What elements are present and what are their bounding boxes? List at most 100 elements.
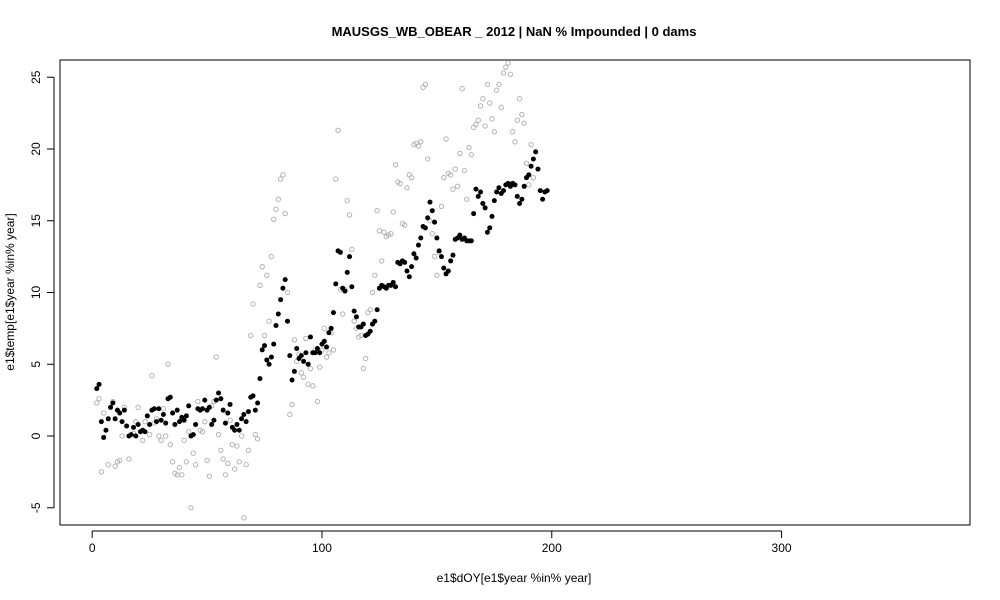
open-point: [142, 418, 148, 425]
filled-point: [181, 417, 187, 423]
open-point: [179, 472, 185, 478]
filled-point: [220, 407, 226, 413]
open-point: [507, 71, 514, 78]
open-point: [271, 216, 277, 223]
filled-point: [280, 285, 286, 291]
filled-point: [144, 413, 150, 419]
open-point: [202, 418, 208, 425]
filled-point: [471, 211, 477, 217]
open-point: [523, 160, 530, 167]
open-point: [185, 429, 192, 435]
y-tick-label: 5: [29, 361, 43, 368]
open-point: [381, 229, 387, 235]
open-point: [441, 174, 447, 181]
filled-point: [530, 156, 536, 162]
open-point: [333, 176, 339, 182]
open-point: [335, 127, 341, 134]
open-point: [169, 459, 176, 465]
filled-point: [225, 410, 231, 416]
open-point: [307, 365, 314, 372]
filled-point: [321, 338, 327, 344]
filled-point: [418, 235, 424, 241]
filled-point: [250, 393, 256, 399]
filled-point: [156, 406, 162, 412]
filled-point: [441, 265, 447, 271]
open-point: [227, 417, 233, 423]
filled-point: [96, 381, 102, 387]
open-point: [482, 123, 488, 129]
filled-point: [301, 358, 307, 364]
open-point: [287, 411, 293, 418]
open-point: [94, 400, 100, 406]
open-point: [344, 197, 350, 204]
filled-point: [517, 201, 523, 207]
filled-point: [528, 163, 534, 169]
open-point: [156, 433, 162, 439]
open-point: [241, 515, 247, 521]
open-point: [252, 431, 259, 438]
filled-point: [289, 377, 295, 383]
filled-point: [514, 193, 520, 199]
filled-point: [222, 420, 228, 426]
open-point: [516, 96, 523, 102]
filled-point: [174, 407, 180, 413]
open-point: [96, 396, 102, 402]
filled-point: [367, 328, 373, 334]
filled-point: [119, 419, 125, 425]
filled-point: [491, 198, 497, 204]
filled-point: [112, 416, 118, 422]
open-point: [314, 398, 321, 405]
open-point: [461, 167, 468, 174]
open-point: [234, 443, 240, 449]
filled-point: [255, 400, 261, 406]
open-point: [514, 117, 520, 123]
open-point: [493, 87, 500, 93]
filled-point: [282, 277, 288, 283]
filled-point: [94, 386, 100, 392]
open-point: [422, 81, 429, 88]
y-tick-label: 10: [29, 286, 43, 300]
filled-point: [374, 307, 380, 313]
filled-point: [121, 407, 127, 413]
open-point: [454, 183, 461, 189]
open-point: [259, 263, 265, 270]
open-point: [429, 230, 435, 237]
filled-point: [307, 334, 313, 340]
filled-point: [494, 189, 500, 195]
open-point: [105, 462, 111, 468]
open-point: [379, 258, 385, 264]
filled-point: [342, 288, 348, 294]
open-point: [236, 459, 242, 465]
open-point: [457, 150, 463, 156]
filled-point: [501, 188, 507, 194]
filled-point-series: [94, 149, 550, 440]
open-point: [321, 325, 327, 332]
open-point: [316, 364, 323, 370]
open-point: [300, 374, 307, 380]
filled-point: [457, 232, 463, 238]
filled-point: [448, 258, 454, 264]
y-tick-label: 0: [29, 432, 43, 439]
open-point: [464, 196, 470, 202]
filled-point: [537, 188, 543, 194]
filled-point: [213, 397, 219, 403]
filled-point: [291, 368, 297, 374]
filled-point: [264, 357, 270, 363]
open-point: [218, 447, 224, 454]
open-point: [264, 272, 270, 278]
filled-point: [101, 434, 107, 440]
open-point: [473, 121, 479, 128]
filled-point: [190, 432, 196, 438]
open-point: [192, 462, 199, 468]
filled-point: [117, 410, 123, 416]
open-point: [530, 174, 537, 181]
open-point: [181, 437, 187, 444]
open-point: [222, 472, 229, 478]
filled-point: [427, 199, 433, 205]
x-tick-label: 300: [772, 541, 792, 555]
filled-point: [351, 308, 357, 314]
open-point: [459, 86, 465, 92]
filled-point: [333, 281, 339, 287]
open-point: [408, 174, 415, 181]
